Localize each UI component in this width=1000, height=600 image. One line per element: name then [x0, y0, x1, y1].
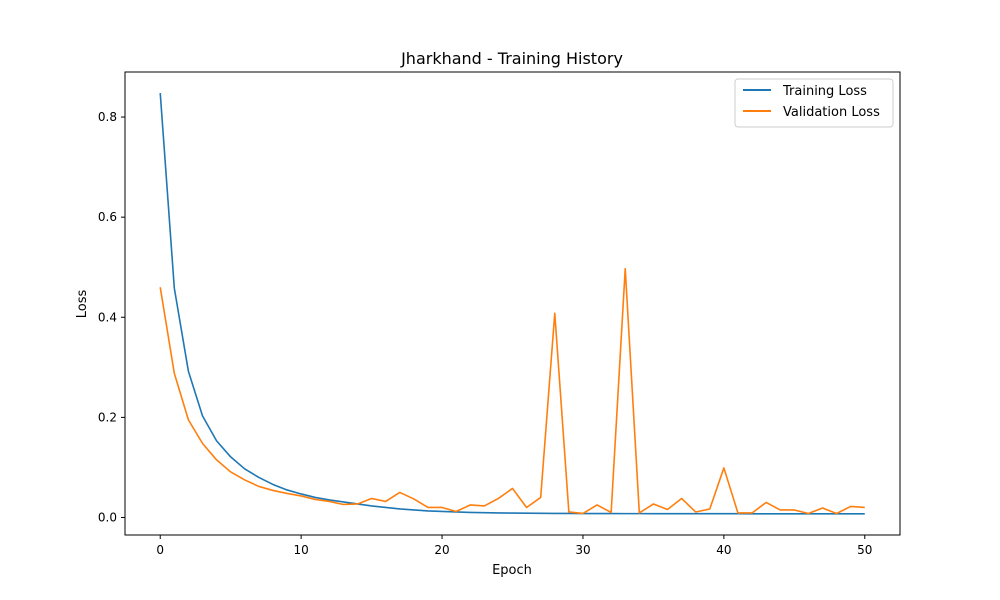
x-tick-label: 10	[293, 543, 308, 557]
y-tick-label: 0.6	[98, 210, 117, 224]
x-tick-label: 50	[857, 543, 872, 557]
y-tick-label: 0.8	[98, 110, 117, 124]
y-axis-label: Loss	[75, 290, 90, 319]
plot-area	[125, 72, 900, 535]
y-tick-label: 0.4	[98, 310, 117, 324]
series-lines	[159, 92, 865, 515]
x-tick-label: 40	[716, 543, 731, 557]
y-axis-ticks: 0.0 0.2 0.4 0.6 0.8	[98, 110, 125, 524]
x-tick-label: 20	[434, 543, 449, 557]
legend: Training Loss Validation Loss	[734, 78, 894, 128]
legend-label-training-loss: Training Loss	[782, 84, 867, 99]
x-axis-ticks: 0 10 20 30 40 50	[156, 535, 872, 557]
x-tick-label: 0	[156, 543, 164, 557]
x-tick-label: 30	[575, 543, 590, 557]
legend-label-validation-loss: Validation Loss	[783, 105, 880, 120]
chart-title: Jharkhand - Training History	[400, 49, 623, 68]
y-tick-label: 0.0	[98, 510, 117, 524]
x-axis-label: Epoch	[492, 563, 532, 578]
y-tick-label: 0.2	[98, 410, 117, 424]
series-line-validation-loss	[159, 267, 865, 515]
legend-box	[734, 78, 894, 128]
plot-frame	[124, 71, 901, 536]
